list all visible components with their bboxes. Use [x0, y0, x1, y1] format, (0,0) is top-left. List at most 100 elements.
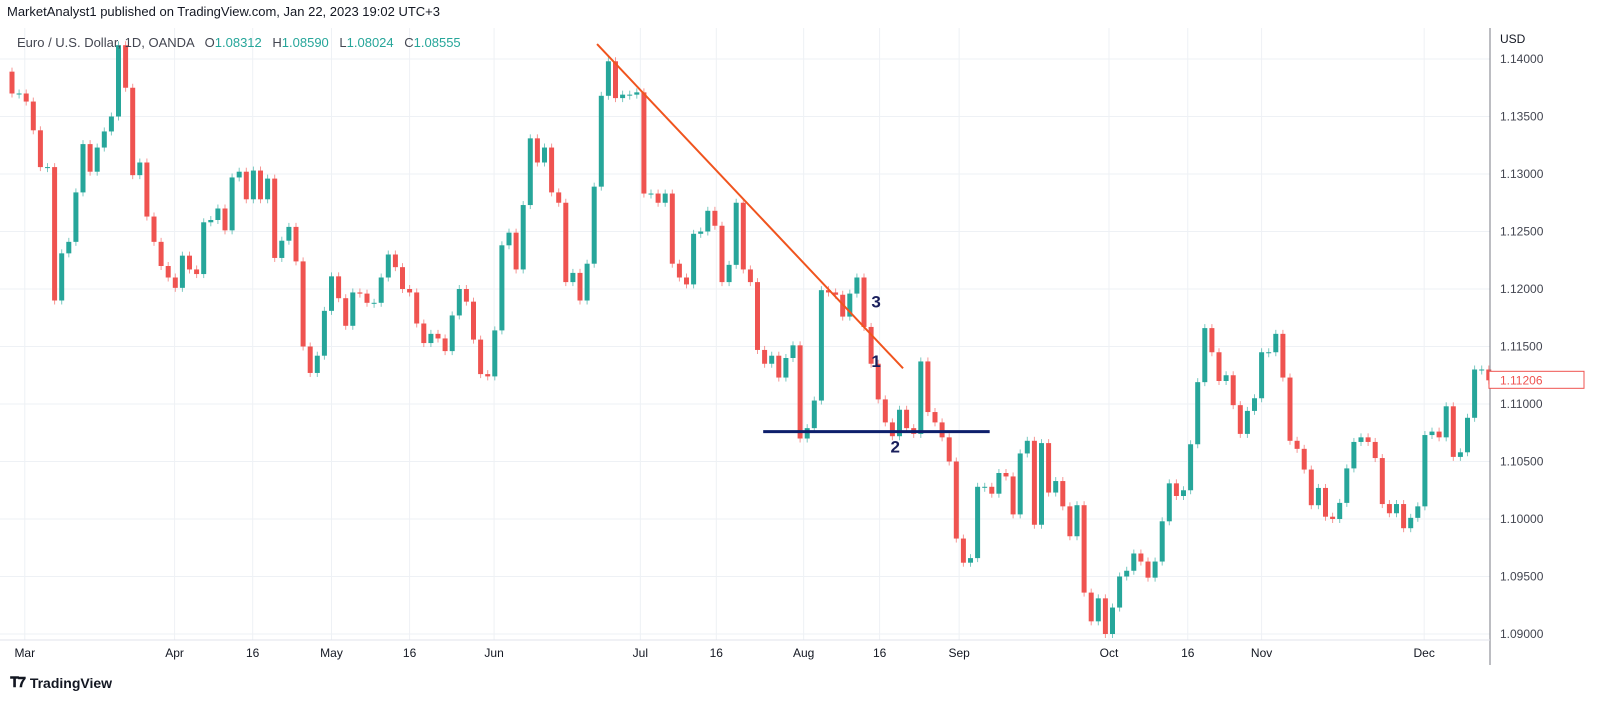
candle-body-down	[172, 277, 178, 288]
candle	[208, 216, 214, 227]
candle	[1010, 472, 1016, 519]
candle	[556, 188, 562, 207]
candle	[698, 227, 704, 238]
candle-body-down	[1372, 441, 1378, 459]
candle	[336, 272, 342, 303]
candle	[655, 189, 661, 207]
candle-body-up	[726, 264, 732, 283]
candle	[478, 335, 484, 379]
candle	[520, 201, 526, 274]
candle-body-up	[1095, 598, 1101, 622]
time-axis[interactable]: Mar Apr 16 May 16 Jun Jul 16 Aug 16 Sep Oct 16 Nov Dec	[14, 646, 1434, 660]
candles	[9, 41, 1492, 638]
candle-body-down	[9, 71, 15, 94]
candle-body-down	[400, 267, 405, 289]
candle-body-up	[492, 330, 498, 377]
candle-body-up	[1344, 468, 1350, 503]
candle	[137, 158, 143, 180]
candle-body-up	[456, 289, 462, 316]
candle-body-up	[1415, 506, 1421, 518]
candle-body-up	[1131, 553, 1137, 571]
candle-body-up	[329, 276, 334, 311]
candle-body-up	[584, 263, 590, 301]
candle	[627, 90, 633, 100]
candle-body-up	[975, 486, 981, 559]
candle-body-up	[818, 290, 824, 401]
candle-body-up	[1252, 398, 1257, 411]
candle-body-down	[272, 178, 278, 258]
candle	[250, 166, 256, 204]
candle-body-up	[116, 45, 121, 117]
candle-body-up	[208, 220, 214, 223]
candle	[762, 345, 768, 368]
candle-body-down	[797, 345, 803, 439]
candle	[1039, 439, 1044, 529]
candle	[918, 357, 924, 438]
candle-body-up	[1039, 443, 1044, 525]
candle	[343, 294, 349, 330]
price-tick-label: 1.11500	[1500, 340, 1543, 354]
candle-body-down	[1379, 458, 1385, 505]
candle	[996, 469, 1002, 498]
candle	[1138, 549, 1144, 566]
candle	[265, 174, 271, 204]
candle	[726, 260, 732, 287]
candle	[1443, 402, 1449, 442]
candle	[1323, 483, 1328, 521]
price-axis[interactable]: 1.14000 1.13500 1.13000 1.12500 1.12000 1.115…	[1500, 52, 1544, 641]
price-tick-label: 1.09500	[1500, 570, 1544, 584]
time-tick-label: Dec	[1414, 646, 1435, 660]
candle-body-down	[357, 292, 363, 294]
candle-body-up	[1422, 435, 1428, 507]
candle	[904, 405, 910, 433]
candle-body-up	[1479, 369, 1485, 371]
candle	[435, 329, 441, 343]
candle	[73, 188, 79, 246]
candle	[1230, 371, 1236, 410]
candle	[620, 90, 626, 103]
candle-body-up	[783, 358, 789, 378]
time-tick-label: 16	[403, 646, 417, 660]
candle-body-down	[307, 346, 313, 373]
candle	[222, 204, 228, 235]
candle-body-up	[1337, 502, 1343, 519]
candle	[258, 166, 263, 204]
candle-body-down	[1209, 328, 1215, 353]
candle-body-up	[1195, 382, 1201, 445]
last-price-marker: 1.11206	[1488, 370, 1585, 389]
last-price-label: 1.11206	[1500, 373, 1543, 387]
candle	[194, 265, 200, 279]
candle-body-down	[1230, 375, 1236, 406]
candle-body-down	[1173, 483, 1179, 496]
candle	[591, 182, 597, 268]
candle	[471, 297, 476, 344]
candle-body-down	[953, 461, 959, 539]
candle-body-up	[1351, 441, 1357, 469]
candle	[1145, 557, 1151, 582]
candle	[513, 228, 519, 274]
candle-body-up	[350, 292, 356, 326]
candle	[1195, 378, 1201, 449]
candle	[818, 286, 824, 405]
candle	[215, 204, 221, 224]
candle	[755, 278, 760, 354]
symbol-name[interactable]: Euro / U.S. Dollar, 1D, OANDA	[17, 35, 195, 50]
candle	[889, 418, 895, 441]
candle	[875, 359, 881, 404]
candle	[123, 41, 129, 92]
candle	[1124, 566, 1130, 581]
candle-body-up	[506, 232, 512, 246]
candle-body-up	[286, 226, 292, 241]
candle-body-down	[471, 301, 476, 340]
candle-body-up	[1457, 452, 1463, 457]
candle	[59, 249, 65, 305]
candle-body-down	[1145, 561, 1151, 578]
candle-body-down	[747, 269, 753, 283]
high-label: H	[272, 35, 282, 50]
candle-body-down	[1365, 437, 1371, 442]
candle-body-up	[968, 558, 973, 563]
candle	[740, 198, 746, 274]
candle-body-down	[1138, 553, 1144, 562]
candle-body-up	[705, 210, 711, 232]
